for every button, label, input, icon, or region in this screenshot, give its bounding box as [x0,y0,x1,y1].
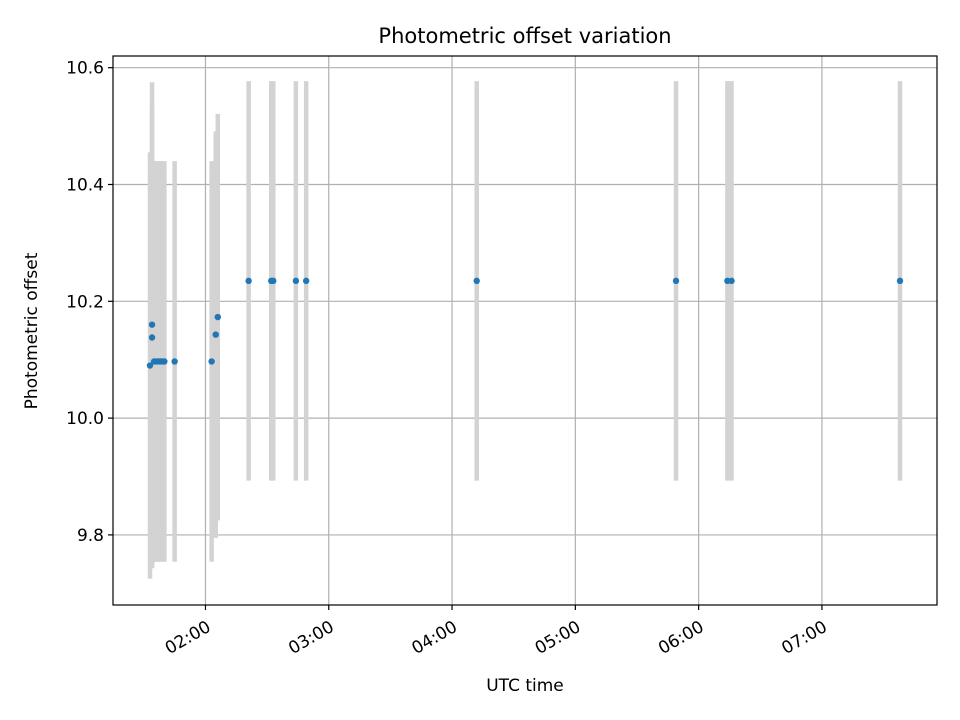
data-point [270,277,277,285]
y-axis-ticks: 9.8 10.0 10.2 10.4 10.6 [66,59,113,546]
y-tick-label: 10.4 [66,175,104,195]
data-point [473,277,480,285]
plot-area-frame [112,55,938,606]
chart-title: Photometric offset variation [378,24,671,48]
x-axis-title: UTC time [486,676,564,696]
data-point [245,277,252,285]
y-axis-title: Photometric offset [22,252,42,409]
data-point [728,277,735,285]
y-tick-label: 10.6 [66,59,104,79]
y-tick-label: 9.8 [77,526,104,546]
data-point [171,358,178,365]
y-tick-label: 10.2 [66,292,104,312]
data-point [161,358,168,365]
data-point [302,277,310,285]
data-point [212,331,219,338]
grid [113,56,937,605]
data-point [148,334,156,341]
data-point [148,321,156,328]
data-points [146,277,904,369]
data-point [292,277,300,285]
data-point [146,362,154,369]
y-tick-label: 10.0 [66,409,104,429]
data-point [672,277,680,285]
data-point [214,313,221,321]
data-point [208,358,215,365]
data-point [896,277,904,285]
